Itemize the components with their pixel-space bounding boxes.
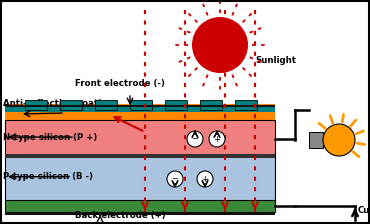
Bar: [5, 104, 275, 122]
Bar: [5, 212, 275, 215]
Text: Sunlight: Sunlight: [255, 56, 296, 65]
Text: Anti-reflection coating: Anti-reflection coating: [3, 99, 113, 108]
Bar: [25, 100, 47, 110]
Bar: [60, 100, 82, 110]
Bar: [309, 132, 323, 148]
Bar: [130, 100, 152, 110]
Circle shape: [323, 124, 355, 156]
Text: P-type silicon (B -): P-type silicon (B -): [3, 172, 93, 181]
Circle shape: [197, 171, 213, 187]
Text: −: −: [192, 134, 198, 144]
Bar: [235, 100, 257, 110]
Bar: [5, 156, 275, 202]
Bar: [200, 100, 222, 110]
Text: +: +: [201, 174, 209, 183]
Bar: [5, 106, 275, 112]
Bar: [165, 100, 187, 110]
Circle shape: [192, 17, 248, 73]
Text: N-type silicon (P +): N-type silicon (P +): [3, 133, 97, 142]
Text: −: −: [172, 174, 178, 183]
Circle shape: [209, 131, 225, 147]
Bar: [5, 105, 275, 107]
Circle shape: [187, 131, 203, 147]
Bar: [95, 100, 117, 110]
Text: Current: Current: [358, 206, 370, 215]
Bar: [5, 200, 275, 212]
Bar: [5, 154, 275, 158]
Text: +: +: [213, 134, 221, 144]
Circle shape: [167, 171, 183, 187]
Bar: [5, 120, 275, 158]
Text: Back electrode (+): Back electrode (+): [75, 211, 165, 220]
Text: Front electrode (-): Front electrode (-): [75, 79, 165, 88]
